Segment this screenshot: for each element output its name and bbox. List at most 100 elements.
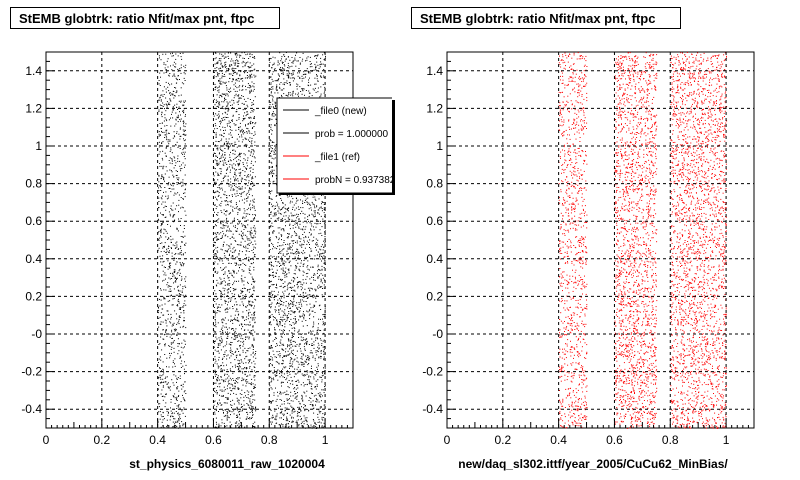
- data-point: [218, 258, 220, 260]
- data-point: [217, 403, 218, 405]
- data-point: [230, 201, 232, 203]
- data-point: [275, 415, 277, 417]
- data-point: [167, 313, 169, 315]
- data-point: [253, 100, 254, 102]
- data-point: [230, 426, 232, 428]
- data-point: [237, 424, 239, 426]
- data-point: [228, 279, 230, 281]
- data-point: [219, 184, 221, 185]
- data-point: [238, 98, 240, 100]
- data-point: [255, 406, 257, 408]
- data-point: [253, 387, 255, 389]
- data-point: [166, 125, 168, 126]
- data-point: [227, 385, 228, 387]
- data-point: [179, 68, 181, 70]
- data-point: [235, 350, 237, 352]
- data-point: [216, 62, 218, 64]
- data-point: [248, 302, 250, 304]
- data-point: [226, 229, 228, 231]
- data-point: [274, 148, 276, 150]
- data-point: [230, 64, 232, 66]
- data-point: [291, 310, 293, 312]
- data-point: [163, 250, 165, 252]
- data-point: [272, 98, 274, 100]
- data-point: [301, 210, 303, 212]
- data-point: [221, 95, 222, 97]
- data-point: [269, 240, 271, 242]
- data-point: [308, 208, 310, 210]
- data-point: [318, 348, 320, 350]
- data-point: [270, 387, 272, 389]
- data-point: [171, 248, 172, 249]
- data-point: [174, 269, 176, 271]
- data-point: [172, 174, 174, 176]
- data-point: [278, 309, 280, 310]
- data-point: [286, 58, 287, 60]
- data-point: [309, 56, 311, 58]
- data-point: [294, 258, 296, 259]
- data-point: [273, 299, 275, 301]
- data-point: [279, 87, 281, 89]
- data-point: [182, 286, 184, 288]
- data-point: [221, 96, 223, 98]
- data-point: [253, 184, 255, 186]
- data-point: [233, 329, 235, 331]
- data-point: [241, 62, 243, 64]
- data-point: [298, 218, 300, 220]
- data-point: [292, 227, 294, 229]
- data-point: [230, 143, 232, 145]
- data-point: [238, 169, 240, 170]
- data-point: [255, 357, 257, 359]
- data-point: [173, 259, 175, 261]
- data-point: [175, 53, 177, 55]
- data-point: [244, 117, 246, 119]
- data-point: [303, 271, 305, 273]
- data-point: [217, 246, 219, 248]
- data-point: [272, 86, 274, 88]
- data-point: [293, 300, 295, 302]
- data-point: [237, 363, 239, 365]
- data-point: [220, 376, 222, 377]
- data-point: [285, 305, 287, 307]
- data-point: [228, 69, 230, 71]
- data-point: [165, 88, 167, 90]
- data-point: [248, 189, 250, 191]
- data-point: [315, 219, 317, 221]
- data-point: [229, 387, 231, 389]
- data-point: [169, 419, 171, 421]
- data-point: [214, 390, 215, 392]
- data-point: [213, 401, 215, 403]
- data-point: [276, 324, 278, 326]
- data-point: [293, 304, 295, 306]
- data-point: [229, 228, 230, 230]
- data-point: [240, 179, 242, 181]
- data-point: [218, 58, 220, 60]
- data-point: [270, 402, 272, 404]
- data-point: [238, 420, 240, 422]
- data-point: [228, 65, 230, 67]
- data-point: [221, 236, 223, 238]
- data-point: [243, 234, 245, 236]
- data-point: [223, 142, 225, 144]
- data-point: [179, 262, 181, 264]
- data-point: [185, 184, 187, 186]
- data-point: [285, 208, 287, 210]
- data-point: [315, 394, 317, 396]
- data-point: [281, 239, 282, 241]
- data-point: [242, 192, 244, 194]
- data-point: [234, 143, 236, 145]
- data-point: [275, 105, 277, 107]
- data-point: [214, 267, 215, 269]
- data-point: [313, 412, 315, 414]
- data-point: [224, 127, 226, 128]
- data-point: [216, 406, 218, 408]
- data-point: [323, 207, 325, 209]
- data-point: [300, 289, 302, 291]
- data-point: [226, 341, 228, 343]
- data-point: [215, 225, 217, 227]
- data-point: [220, 170, 222, 172]
- data-point: [271, 113, 273, 115]
- data-point: [179, 165, 181, 167]
- data-point: [219, 402, 221, 404]
- data-point: [240, 152, 242, 154]
